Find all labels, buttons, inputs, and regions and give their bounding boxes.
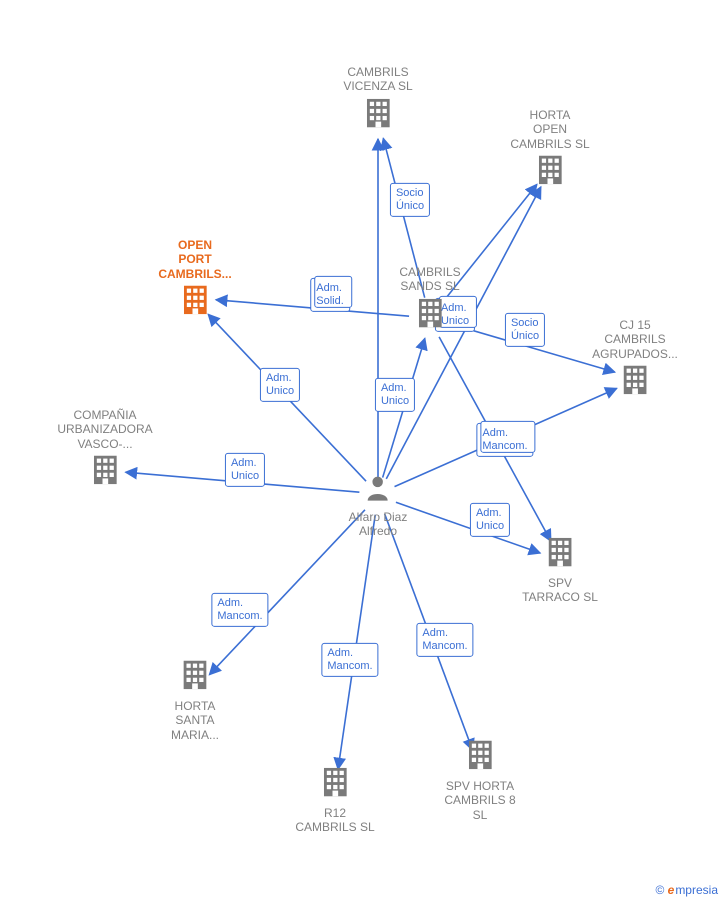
node-label: SPV TARRACO SL xyxy=(522,576,598,605)
brand-e: e xyxy=(668,883,675,897)
edge-label: Socio Único xyxy=(505,313,545,347)
edge-label: Adm. Unico xyxy=(375,378,415,412)
company-node-tarraco[interactable]: SPV TARRACO SL xyxy=(522,535,598,605)
company-node-hortaopen[interactable]: HORTA OPEN CAMBRILS SL xyxy=(510,108,589,192)
node-label: OPEN PORT CAMBRILS... xyxy=(158,238,231,281)
person-icon xyxy=(349,473,408,508)
building-icon xyxy=(510,153,589,192)
edge-label: Adm. Mancom. xyxy=(211,593,268,627)
building-icon xyxy=(522,535,598,574)
building-icon xyxy=(343,96,412,135)
edge-label: Adm. Unico xyxy=(470,503,510,537)
network-diagram: Adm. Unico Adm. Unico Adm. Solid. Adm. Unic… xyxy=(0,0,728,905)
company-node-sands[interactable]: CAMBRILS SANDS SL xyxy=(399,265,460,335)
building-icon xyxy=(158,283,231,322)
node-label: R12 CAMBRILS SL xyxy=(295,806,374,835)
company-node-urb[interactable]: COMPAÑIA URBANIZADORA VASCO-... xyxy=(57,408,152,492)
node-label: CAMBRILS VICENZA SL xyxy=(343,65,412,94)
building-icon xyxy=(399,296,460,335)
edge-person-tarraco xyxy=(396,502,540,553)
node-label: Alfaro Diaz Alfredo xyxy=(349,510,408,539)
edge-label: Adm. Mancom. xyxy=(416,623,473,657)
watermark: © empresia xyxy=(655,883,718,897)
brand-rest: mpresia xyxy=(675,883,718,897)
node-label: CJ 15 CAMBRILS AGRUPADOS... xyxy=(592,318,678,361)
edge-label: Adm. Mancom. xyxy=(476,423,533,457)
company-node-vicenza[interactable]: CAMBRILS VICENZA SL xyxy=(343,65,412,135)
edge-label: Adm. Mancom. xyxy=(321,643,378,677)
copyright-symbol: © xyxy=(655,883,664,897)
company-node-hortasm[interactable]: HORTA SANTA MARIA... xyxy=(171,658,219,742)
node-label: SPV HORTA CAMBRILS 8 SL xyxy=(444,779,515,822)
node-label: COMPAÑIA URBANIZADORA VASCO-... xyxy=(57,408,152,451)
building-icon xyxy=(444,738,515,777)
building-icon xyxy=(171,658,219,697)
node-label: CAMBRILS SANDS SL xyxy=(399,265,460,294)
company-node-r12[interactable]: R12 CAMBRILS SL xyxy=(295,765,374,835)
building-icon xyxy=(295,765,374,804)
company-node-spvhorta8[interactable]: SPV HORTA CAMBRILS 8 SL xyxy=(444,738,515,822)
edge-label: Adm. Unico xyxy=(225,453,265,487)
node-label: HORTA SANTA MARIA... xyxy=(171,699,219,742)
edge-label: Adm. Unico xyxy=(260,368,300,402)
building-icon xyxy=(592,363,678,402)
person-node-person[interactable]: Alfaro Diaz Alfredo xyxy=(349,473,408,539)
building-icon xyxy=(57,453,152,492)
company-node-cj15[interactable]: CJ 15 CAMBRILS AGRUPADOS... xyxy=(592,318,678,402)
edge-label: Socio Único xyxy=(390,183,430,217)
edge-label: Adm. Solid. xyxy=(310,278,350,312)
node-label: HORTA OPEN CAMBRILS SL xyxy=(510,108,589,151)
company-node-openport[interactable]: OPEN PORT CAMBRILS... xyxy=(158,238,231,322)
